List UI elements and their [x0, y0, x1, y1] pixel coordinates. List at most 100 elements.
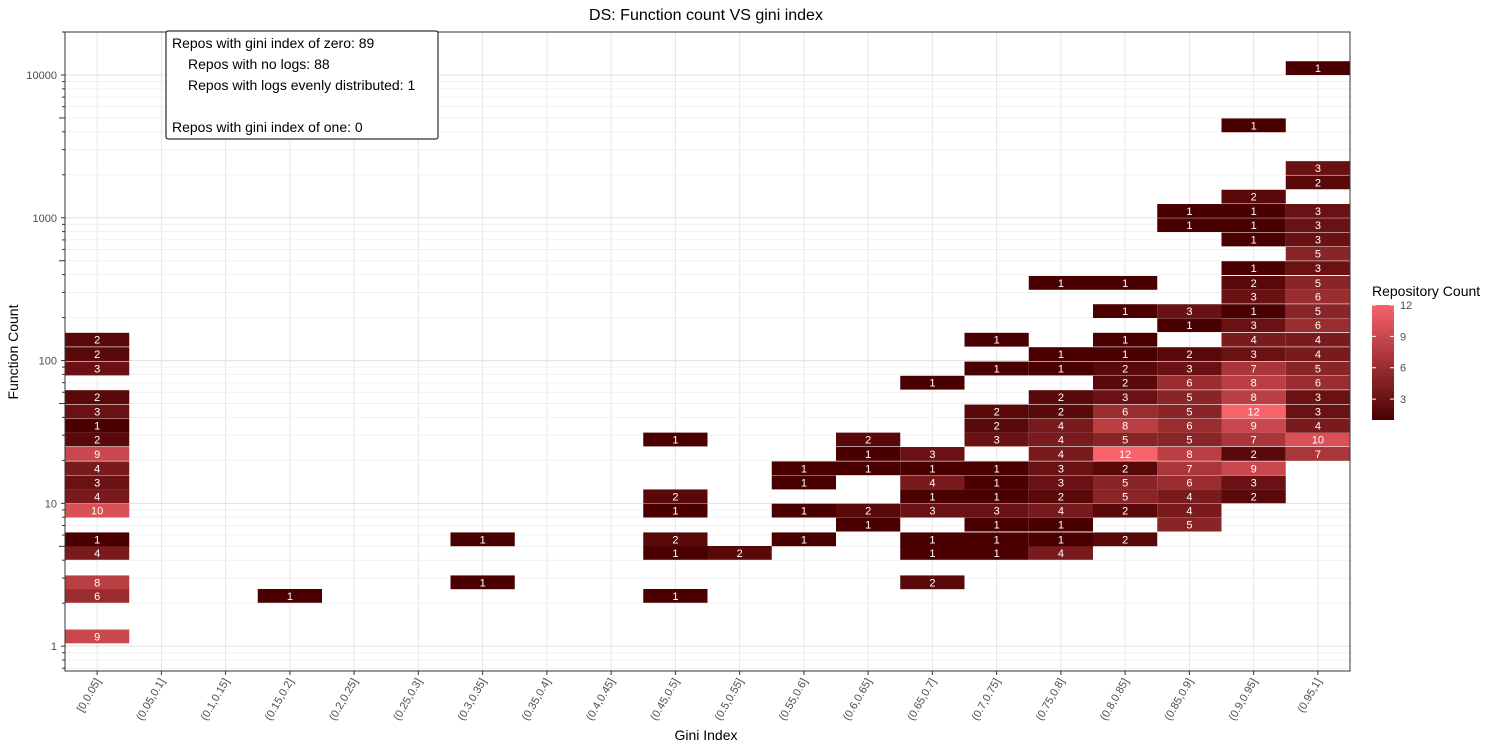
- heatmap-cell: [1221, 347, 1286, 362]
- cell-count-label: 3: [1122, 392, 1128, 404]
- cell-count-label: 2: [94, 392, 100, 404]
- heatmap-cell: [1221, 361, 1286, 376]
- cell-count-label: 8: [1251, 392, 1257, 404]
- heatmap-cell: [1028, 461, 1093, 476]
- cell-count-label: 1: [480, 534, 486, 546]
- cell-count-label: 2: [94, 335, 100, 347]
- cell-count-label: 3: [994, 506, 1000, 518]
- cell-count-label: 2: [672, 491, 678, 503]
- heatmap-cell: [1221, 318, 1286, 333]
- heatmap-cell: [65, 588, 130, 603]
- cell-count-label: 7: [1315, 449, 1321, 461]
- cell-count-label: 3: [1315, 406, 1321, 418]
- cell-count-label: 8: [1122, 421, 1128, 433]
- heatmap-cell: [1028, 517, 1093, 532]
- heatmap-cell: [964, 489, 1029, 504]
- heatmap-cell: [1221, 232, 1286, 247]
- cell-count-label: 4: [1251, 335, 1257, 347]
- heatmap-cell: [1285, 175, 1350, 190]
- cell-count-label: 4: [1186, 506, 1192, 518]
- cell-count-label: 1: [1122, 306, 1128, 318]
- x-tick-label: (0.25,0.3]: [391, 677, 425, 723]
- heatmap-cell: [65, 629, 130, 644]
- cell-count-label: 1: [1058, 349, 1064, 361]
- heatmap-cell: [964, 545, 1029, 560]
- x-tick-label: (0.15,0.2]: [263, 677, 297, 723]
- x-tick-label: (0.7,0.75]: [970, 677, 1004, 723]
- heatmap-cell: [1093, 489, 1158, 504]
- legend-tick-label: 6: [1400, 363, 1406, 375]
- cell-count-label: 3: [94, 364, 100, 376]
- cell-count-label: 3: [1251, 478, 1257, 490]
- heatmap-cell: [1093, 475, 1158, 490]
- cell-count-label: 9: [94, 449, 100, 461]
- heatmap-cell: [1157, 304, 1222, 319]
- heatmap-cell: [1221, 218, 1286, 233]
- heatmap-cell: [1221, 332, 1286, 347]
- cell-count-label: 1: [1186, 220, 1192, 232]
- cell-count-label: 3: [1251, 292, 1257, 304]
- cell-count-label: 6: [1186, 421, 1192, 433]
- cell-count-label: 1: [994, 364, 1000, 376]
- legend-title: Repository Count: [1372, 283, 1480, 299]
- cell-count-label: 4: [94, 548, 100, 560]
- cell-count-label: 2: [1122, 534, 1128, 546]
- cell-count-label: 2: [865, 506, 871, 518]
- heatmap-cell: [900, 375, 965, 390]
- heatmap-cell: [1221, 404, 1286, 419]
- heatmap-cell: [1285, 232, 1350, 247]
- heatmap-cell: [1157, 461, 1222, 476]
- heatmap-cell: [65, 447, 130, 461]
- cell-count-label: 1: [94, 421, 100, 433]
- heatmap-cell: [1157, 432, 1222, 447]
- annotation-line-zero: Repos with gini index of zero: 89: [172, 35, 375, 51]
- cell-count-label: 1: [1122, 349, 1128, 361]
- heatmap-cell: [1157, 503, 1222, 518]
- heatmap-cell: [1157, 390, 1222, 404]
- heatmap-cell: [707, 545, 772, 560]
- heatmap-cell: [1157, 361, 1222, 376]
- y-tick-label: 10000: [26, 70, 57, 82]
- heatmap-cell: [1157, 347, 1222, 362]
- legend-tick-label: 12: [1400, 300, 1412, 312]
- heatmap-cell: [65, 489, 130, 504]
- cell-count-label: 1: [801, 534, 807, 546]
- cell-count-label: 6: [1122, 406, 1128, 418]
- cell-count-label: 3: [1058, 478, 1064, 490]
- cell-count-label: 4: [1058, 435, 1064, 447]
- legend-ticks: 3 6 9 12: [1372, 300, 1412, 406]
- cell-count-label: 2: [994, 406, 1000, 418]
- cell-count-label: 2: [737, 548, 743, 560]
- heatmap-cell: [771, 503, 836, 518]
- cell-count-label: 6: [1315, 292, 1321, 304]
- cell-count-label: 2: [1251, 278, 1257, 290]
- heatmap-cell: [1093, 275, 1158, 290]
- cell-count-label: 3: [1315, 263, 1321, 275]
- heatmap-cell: [1157, 418, 1222, 433]
- y-tick-label: 1000: [33, 213, 57, 225]
- annotation-line-one: Repos with gini index of one: 0: [172, 119, 363, 135]
- cell-count-label: 12: [1248, 406, 1260, 418]
- heatmap-cell: [1221, 118, 1286, 133]
- heatmap-cell: [1028, 489, 1093, 504]
- heatmap-cell: [1028, 418, 1093, 433]
- x-tick-label: (0.85,0.9]: [1162, 677, 1196, 723]
- cell-count-label: 1: [865, 463, 871, 475]
- cell-count-label: 4: [1315, 335, 1321, 347]
- heatmap-cell: [1093, 432, 1158, 447]
- cell-count-label: 2: [1122, 506, 1128, 518]
- heatmap-cell: [65, 575, 130, 590]
- x-tick-label: (0.65,0.7]: [905, 677, 939, 723]
- cell-count-label: 3: [94, 406, 100, 418]
- cell-count-label: 2: [929, 577, 935, 589]
- heatmap-cell: [964, 475, 1029, 490]
- x-tick-label: (0.35,0.4]: [520, 677, 554, 723]
- heatmap-cell: [1028, 275, 1093, 290]
- heatmap-cell: [1221, 489, 1286, 504]
- cell-count-label: 1: [994, 520, 1000, 532]
- heatmap-cell: [65, 332, 130, 347]
- cell-count-label: 4: [1058, 506, 1064, 518]
- heatmap-cell: [1093, 532, 1158, 547]
- cell-count-label: 1: [672, 506, 678, 518]
- heatmap-cell: [1093, 375, 1158, 390]
